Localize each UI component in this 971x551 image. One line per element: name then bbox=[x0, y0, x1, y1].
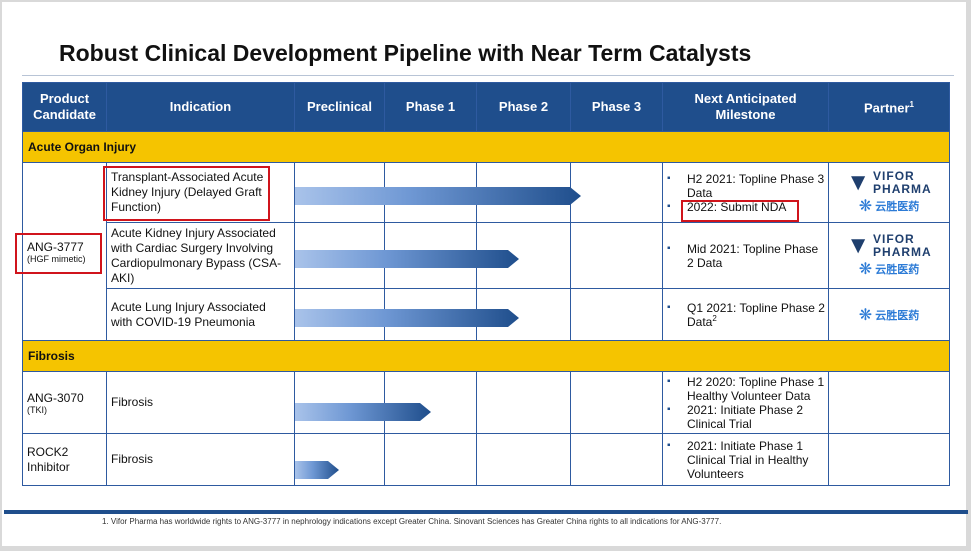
sinovant-logo: ❋ 云胜医药 bbox=[858, 261, 920, 278]
indication-cell: Fibrosis bbox=[106, 371, 295, 434]
footer-bar bbox=[4, 510, 968, 514]
milestone-cell: 2021: Initiate Phase 1 Clinical Trial in… bbox=[662, 433, 829, 486]
header-row: Product Candidate Indication Preclinical… bbox=[22, 82, 950, 132]
title-divider bbox=[22, 75, 954, 76]
milestone-item: 2022: Submit NDA bbox=[667, 200, 826, 214]
candidate-class: (TKI) bbox=[27, 404, 47, 415]
molecule-icon: ❋ bbox=[858, 261, 873, 278]
progress-arrow bbox=[295, 187, 581, 205]
highlight-box-candidate bbox=[15, 233, 102, 274]
header-product-candidate: Product Candidate bbox=[22, 82, 107, 132]
highlight-box-milestone bbox=[681, 200, 799, 222]
page-title: Robust Clinical Development Pipeline wit… bbox=[59, 40, 752, 66]
header-indication: Indication bbox=[106, 82, 295, 132]
section-label: Acute Organ Injury bbox=[22, 131, 950, 163]
section-label: Fibrosis bbox=[22, 340, 950, 372]
candidate-rock2-inhibitor: ROCK2 Inhibitor bbox=[22, 433, 107, 486]
indication-cell: Acute Kidney Injury Associated with Card… bbox=[106, 222, 295, 289]
indication-cell: Fibrosis bbox=[106, 433, 295, 486]
candidate-name: ANG-3070 bbox=[27, 390, 84, 405]
partner-cell bbox=[828, 433, 950, 486]
partner-cell: ▼ VIFOR PHARMA ❋ 云胜医药 bbox=[828, 162, 950, 223]
header-milestone: Next Anticipated Milestone bbox=[662, 82, 829, 132]
candidate-class: (HGF mimetic) bbox=[27, 253, 86, 264]
section-row-acute-organ-injury: Acute Organ Injury bbox=[22, 131, 950, 163]
vifor-v-icon: ▼ bbox=[846, 232, 871, 259]
footnote-marker: 1 bbox=[909, 100, 914, 110]
molecule-icon: ❋ bbox=[858, 198, 873, 215]
milestone-item: H2 2020: Topline Phase 1 Healthy Volunte… bbox=[667, 375, 826, 403]
footnote-marker: 2 bbox=[712, 313, 717, 323]
milestone-cell: H2 2021: Topline Phase 3 Data 2022: Subm… bbox=[662, 162, 829, 223]
progress-arrow bbox=[295, 403, 431, 421]
highlight-box-indication bbox=[103, 166, 270, 221]
header-phase-2: Phase 2 bbox=[476, 82, 571, 132]
candidate-name: ANG-3777 bbox=[27, 239, 84, 254]
milestone-item: H2 2021: Topline Phase 3 Data bbox=[667, 172, 826, 200]
pipeline-table: Product Candidate Indication Preclinical… bbox=[22, 82, 950, 486]
header-phase-3: Phase 3 bbox=[570, 82, 663, 132]
header-partner: Partner1 bbox=[828, 82, 950, 132]
section-row-fibrosis: Fibrosis bbox=[22, 340, 950, 372]
vifor-pharma-logo: ▼ VIFOR PHARMA bbox=[846, 169, 932, 196]
partner-cell: ▼ VIFOR PHARMA ❋ 云胜医药 bbox=[828, 222, 950, 289]
candidate-name: ROCK2 Inhibitor bbox=[27, 444, 70, 474]
milestone-cell: H2 2020: Topline Phase 1 Healthy Volunte… bbox=[662, 371, 829, 434]
candidate-ang-3070: ANG-3070 (TKI) bbox=[22, 371, 107, 434]
table-row: ANG-3070 (TKI) Fibrosis H2 2020: Topline… bbox=[22, 371, 950, 434]
molecule-icon: ❋ bbox=[858, 307, 873, 324]
vifor-v-icon: ▼ bbox=[846, 169, 871, 196]
vifor-pharma-logo: ▼ VIFOR PHARMA bbox=[846, 232, 932, 259]
table-row: ROCK2 Inhibitor Fibrosis 2021: Initiate … bbox=[22, 433, 950, 486]
milestone-item: Mid 2021: Topline Phase 2 Data bbox=[667, 242, 826, 270]
milestone-cell: Mid 2021: Topline Phase 2 Data bbox=[662, 222, 829, 289]
header-partner-label: Partner bbox=[864, 100, 910, 116]
partner-cell bbox=[828, 371, 950, 434]
progress-arrow bbox=[295, 309, 519, 327]
header-preclinical: Preclinical bbox=[294, 82, 385, 132]
candidate-ang-3777: ANG-3777 (HGF mimetic) bbox=[22, 162, 107, 341]
footnote: 1. Vifor Pharma has worldwide rights to … bbox=[102, 517, 722, 526]
progress-arrow bbox=[295, 461, 339, 479]
milestone-item: Q1 2021: Topline Phase 2 Data2 bbox=[667, 301, 826, 329]
header-phase-1: Phase 1 bbox=[384, 82, 477, 132]
sinovant-logo: ❋ 云胜医药 bbox=[858, 198, 920, 215]
partner-cell: ❋ 云胜医药 bbox=[828, 288, 950, 341]
progress-arrow bbox=[295, 250, 519, 268]
indication-cell: Acute Lung Injury Associated with COVID-… bbox=[106, 288, 295, 341]
milestone-item: 2021: Initiate Phase 1 Clinical Trial in… bbox=[667, 439, 826, 481]
sinovant-logo: ❋ 云胜医药 bbox=[858, 307, 920, 324]
milestone-cell: Q1 2021: Topline Phase 2 Data2 bbox=[662, 288, 829, 341]
indication-cell: Transplant-Associated Acute Kidney Injur… bbox=[106, 162, 295, 223]
milestone-item: 2021: Initiate Phase 2 Clinical Trial bbox=[667, 403, 826, 431]
